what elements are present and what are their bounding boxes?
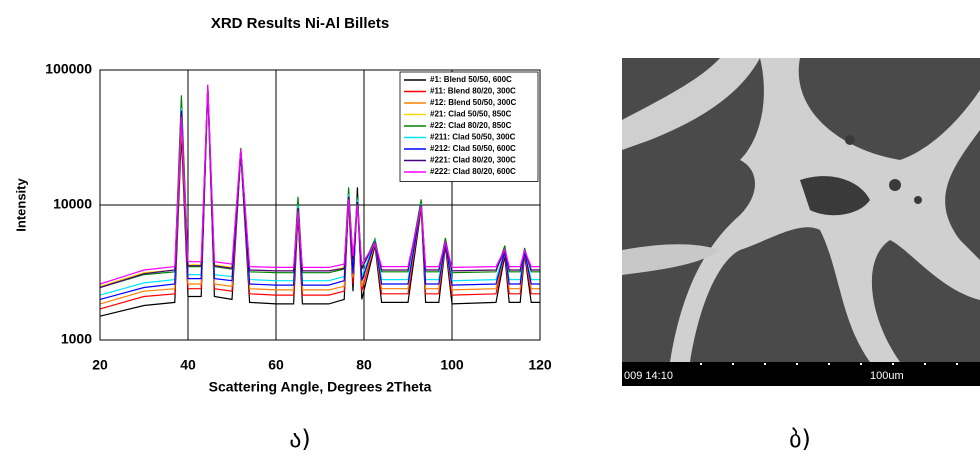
sem-info-bar [622, 362, 980, 386]
legend-label: #211: Clad 50/50, 300C [430, 133, 516, 142]
caption: ა) [289, 425, 311, 453]
legend-label: #11: Blend 80/20, 300C [430, 87, 516, 96]
x-axis-label: Scattering Angle, Degrees 2Theta [209, 379, 432, 395]
x-tick-label: 100 [440, 357, 464, 373]
y-tick-label: 100000 [45, 61, 92, 77]
sem-scale-label: 100um [870, 370, 904, 382]
chart-title: XRD Results Ni-Al Billets [211, 15, 389, 32]
legend: #1: Blend 50/50, 600C #11: Blend 80/20, 3… [399, 71, 539, 182]
sem-image: 009 14:10 100um [622, 58, 980, 386]
sem-timestamp: 009 14:10 [624, 370, 673, 382]
y-tick-label: 1000 [61, 331, 92, 347]
x-tick-label: 40 [180, 357, 196, 373]
legend-label: #221: Clad 80/20, 300C [430, 156, 516, 165]
x-tick-label: 60 [268, 357, 284, 373]
legend-label: #212: Clad 50/50, 600C [430, 144, 516, 153]
sem-phase [622, 244, 720, 275]
legend-label: #1: Blend 50/50, 600C [430, 75, 512, 84]
x-tick-label: 80 [356, 357, 372, 373]
y-axis-label: Intensity [13, 178, 28, 232]
x-tick-label: 20 [92, 357, 108, 373]
legend-label: #12: Blend 50/50, 300C [430, 98, 516, 107]
plot-frame [99, 69, 541, 341]
data-line [99, 84, 540, 285]
x-tick-label: 120 [528, 357, 552, 373]
caption: ბ) [789, 425, 811, 453]
sem-phase [622, 58, 760, 150]
y-tick-label: 10000 [53, 196, 92, 212]
legend-label: #222: Clad 80/20, 600C [430, 167, 516, 176]
sem-pore [845, 135, 855, 145]
legend-label: #22: Clad 80/20, 850C [430, 121, 512, 130]
sem-pore [889, 179, 901, 191]
legend-label: #21: Clad 50/50, 850C [430, 110, 512, 119]
sem-pore [914, 196, 922, 204]
sem-grain [800, 176, 870, 216]
